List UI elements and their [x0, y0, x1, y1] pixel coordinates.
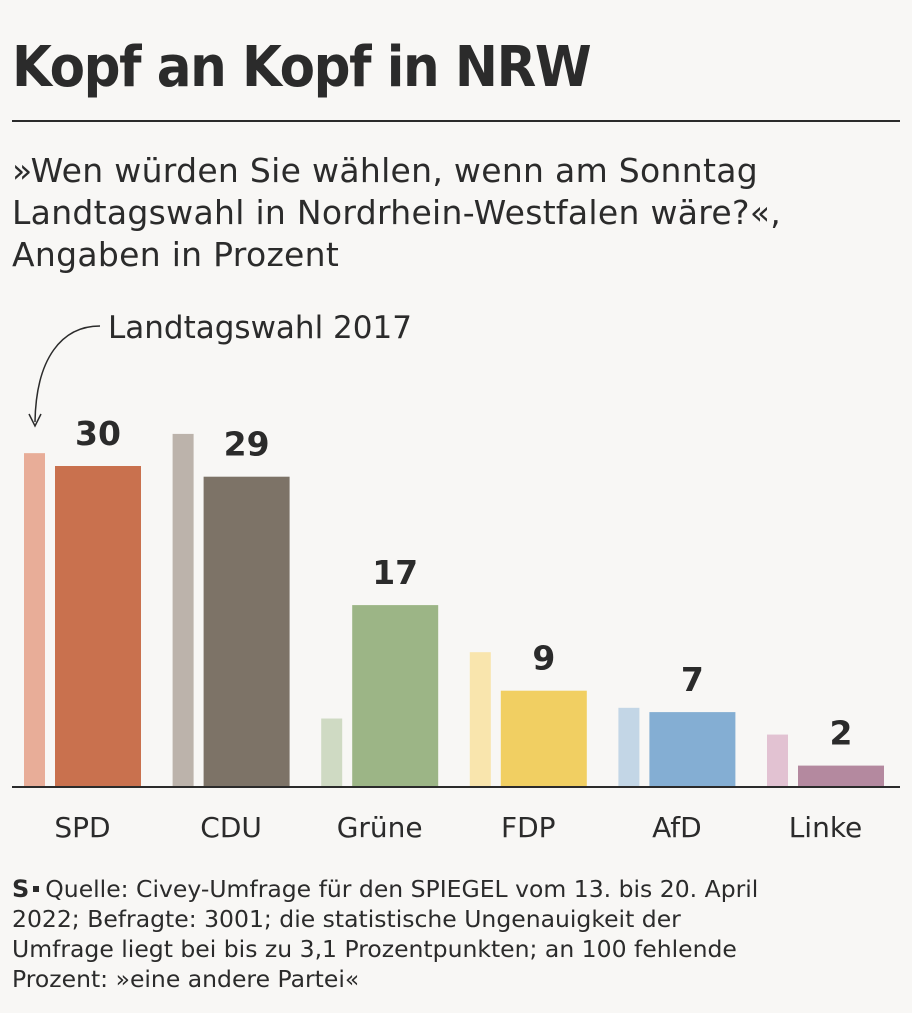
source-line-4: Prozent: »eine andere Partei«: [12, 965, 360, 993]
bar-poll-fdp: [500, 690, 587, 787]
subtitle-line-2: Landtagswahl in Nordrhein-Westfalen wäre…: [12, 193, 782, 232]
bar-chart: 30 SPD 29 CDU 17 Grüne 9 FDP 7 AfD 2 Linke Landtagsw…: [12, 310, 900, 844]
bar-poll-linke: [798, 765, 884, 787]
source-line-2: 2022; Befragte: 3001; die statistische U…: [12, 905, 681, 933]
bar-poll-spd: [55, 466, 141, 787]
category-label-cdu: CDU: [200, 811, 262, 844]
category-label-linke: Linke: [789, 811, 863, 844]
bar-poll-grüne: [352, 605, 439, 787]
category-label-grüne: Grüne: [337, 811, 423, 844]
bar-2017-fdp: [469, 652, 491, 787]
chart-title: Kopf an Kopf in NRW: [12, 35, 592, 100]
category-label-spd: SPD: [54, 811, 110, 844]
value-label-grüne: 17: [372, 553, 418, 592]
source-note: S Quelle: Civey-Umfrage für den SPIEGEL v…: [12, 874, 902, 994]
value-label-cdu: 29: [224, 425, 270, 464]
bar-2017-linke: [767, 734, 788, 787]
value-label-linke: 2: [830, 714, 853, 753]
chart-subtitle: »Wen würden Sie wählen, wenn am Sonntag …: [12, 150, 892, 276]
bar-poll-cdu: [203, 476, 290, 787]
bar-2017-spd: [24, 453, 45, 787]
value-label-fdp: 9: [532, 639, 555, 678]
annotation-arrow-line: [34, 325, 101, 423]
logo-dot: [33, 886, 40, 892]
annotation-arrow-head: [28, 413, 42, 428]
annotation-label: Landtagswahl 2017: [108, 310, 412, 346]
bar-poll-afd: [649, 712, 736, 787]
category-label-fdp: FDP: [501, 811, 556, 844]
value-label-spd: 30: [75, 414, 121, 453]
value-label-afd: 7: [681, 660, 704, 699]
bar-2017-afd: [618, 707, 640, 787]
bar-2017-cdu: [172, 433, 194, 787]
subtitle-line-1: »Wen würden Sie wählen, wenn am Sonntag: [12, 151, 758, 190]
spiegel-logo: S: [12, 875, 30, 903]
subtitle-line-3: Angaben in Prozent: [12, 235, 340, 274]
source-line-1: Quelle: Civey-Umfrage für den SPIEGEL vo…: [45, 875, 759, 903]
category-label-afd: AfD: [652, 811, 702, 844]
source-line-3: Umfrage liegt bei bis zu 3,1 Prozentpunk…: [12, 935, 737, 963]
bar-2017-grüne: [321, 718, 343, 787]
title-divider: [12, 120, 900, 122]
